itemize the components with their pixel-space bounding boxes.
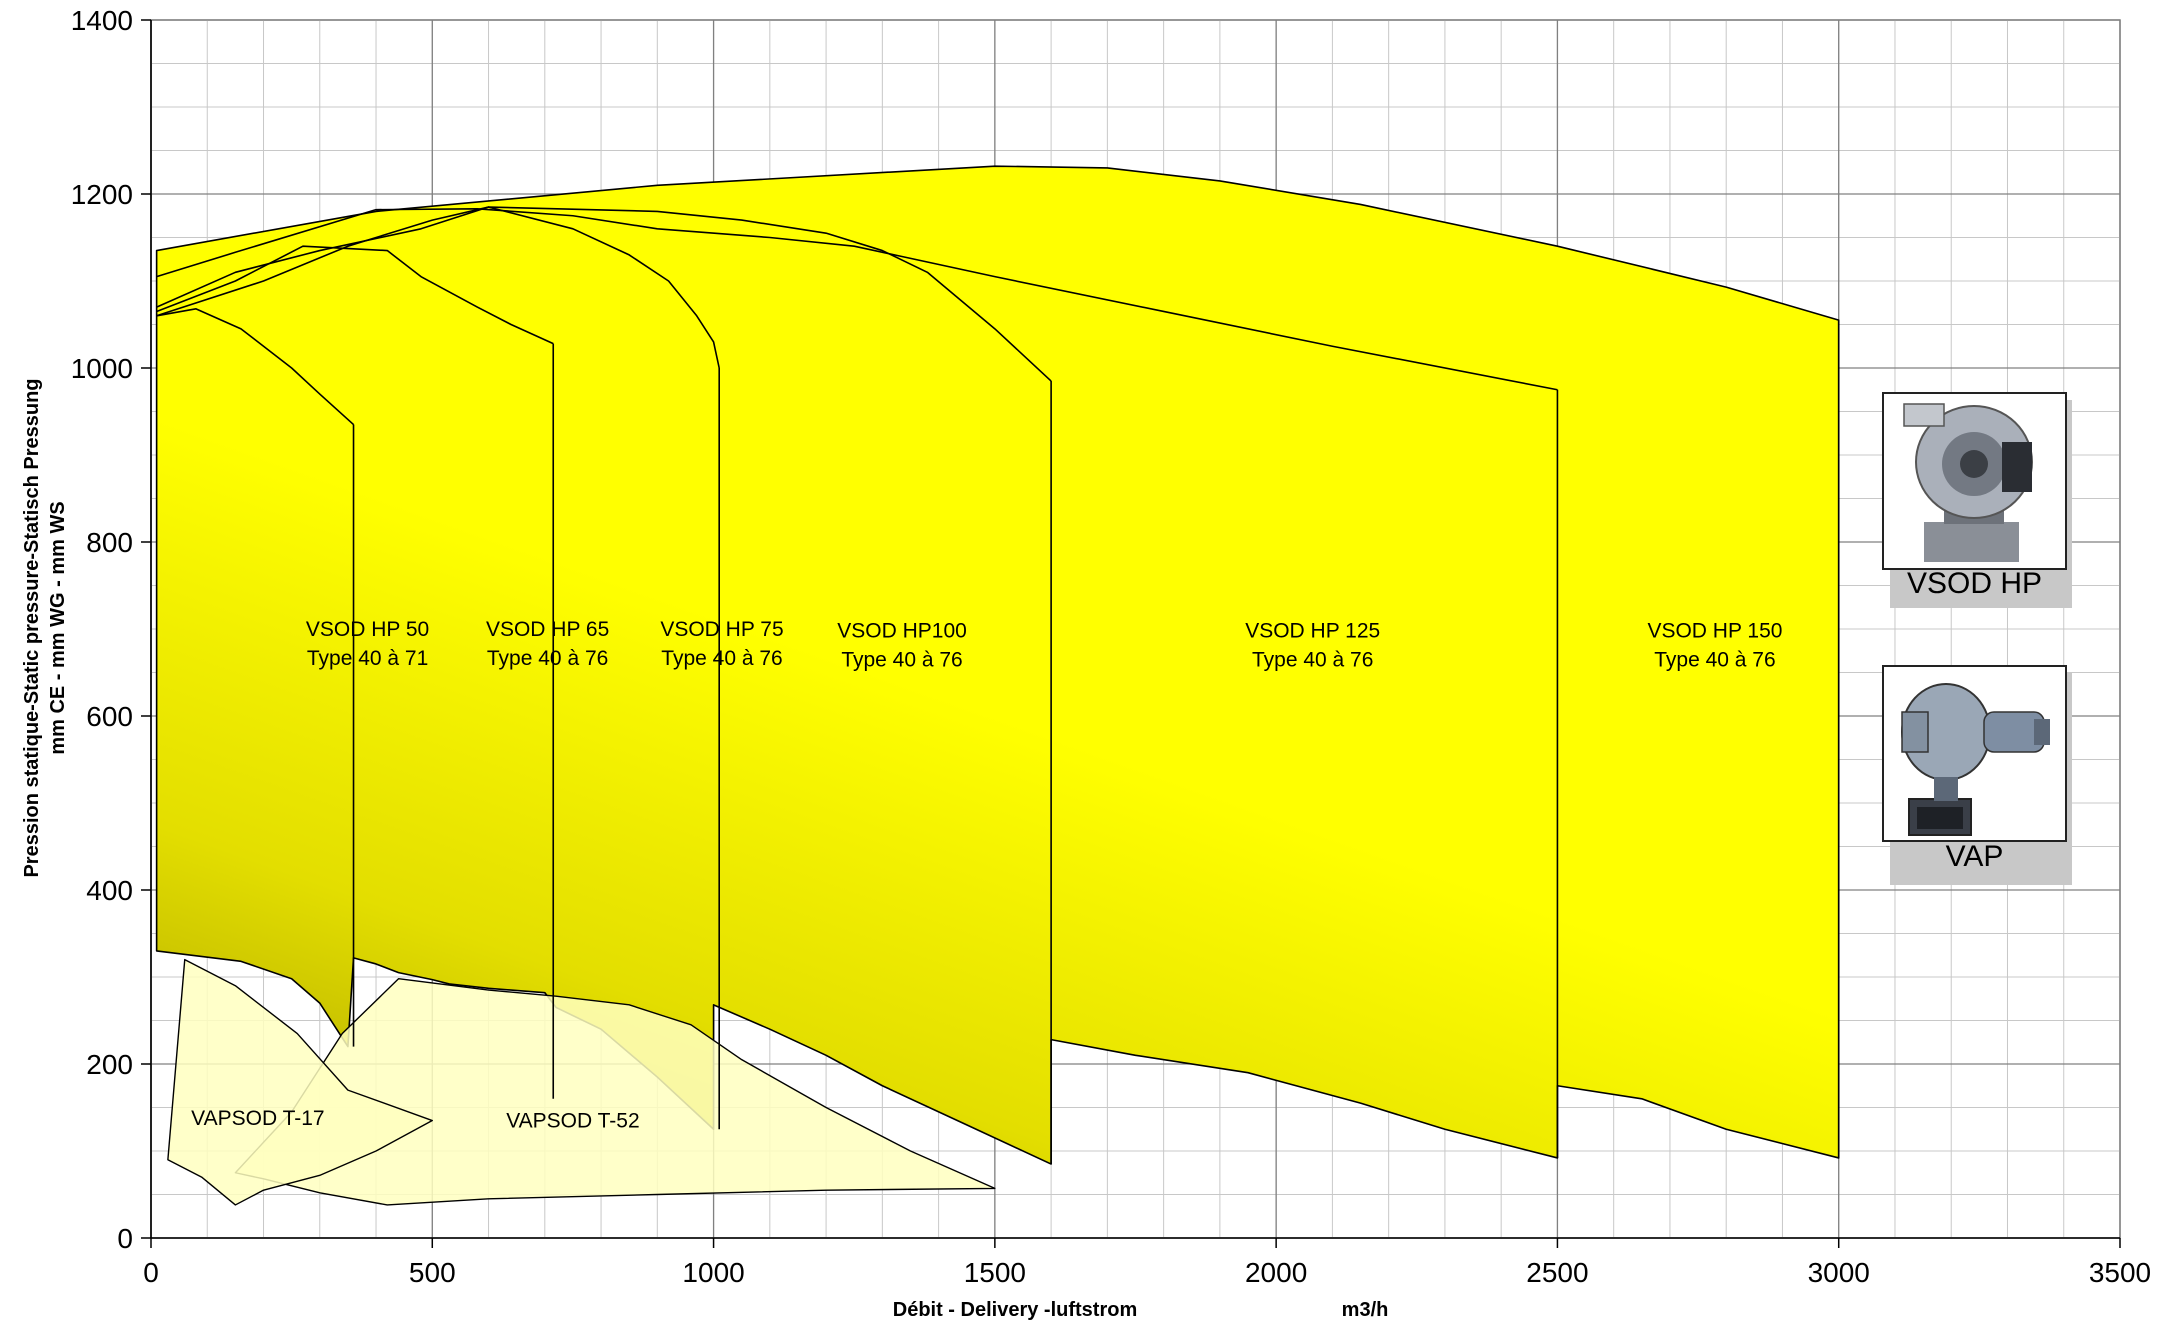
region-vsod-hp-envelope <box>155 165 1840 1165</box>
region-vapsod-t-17 <box>167 958 433 1206</box>
y-tick-label: 0 <box>117 1223 133 1254</box>
x-tick-label: 3000 <box>1808 1257 1870 1288</box>
fan-motor-photo-icon <box>1901 683 2050 836</box>
region-label-type: Type 40 à 76 <box>1252 649 1373 672</box>
region-label-type: Type 40 à 76 <box>661 647 782 670</box>
y-tick-label: 800 <box>86 527 133 558</box>
y-axis-label-line1: Pression statique-Static pressure-Statis… <box>21 378 43 877</box>
region-label-type: Type 40 à 71 <box>307 647 428 670</box>
region-vapsod-t-52 <box>234 978 996 1206</box>
x-tick-label: 3500 <box>2089 1257 2151 1288</box>
region-labels: VSOD HP 150 Type 40 à 76 VSOD HP 125 Type 4… <box>191 618 1782 1133</box>
x-tick-label: 1000 <box>682 1257 744 1288</box>
region-label-name: VSOD HP 50 <box>306 618 429 641</box>
region-label-name: VSOD HP 150 <box>1647 620 1782 643</box>
x-tick-label: 1500 <box>964 1257 1026 1288</box>
x-tick-label: 2500 <box>1526 1257 1588 1288</box>
centrifugal-fan-photo-icon <box>1903 403 2033 562</box>
boundary-vsod-hp-125 <box>156 207 1558 391</box>
axes: 0 500 1000 1500 2000 2500 3000 3500 0 200 400 600 80… <box>71 5 2151 1288</box>
y-tick-label: 600 <box>86 701 133 732</box>
region-label-name: VSOD HP 65 <box>486 618 609 641</box>
region-label-name: VSOD HP 125 <box>1245 620 1380 643</box>
region-label-name: VAPSOD T-52 <box>506 1110 639 1133</box>
y-tick-label: 1400 <box>71 5 133 36</box>
boundary-vsod-hp-65 <box>156 245 554 345</box>
y-tick-label: 1000 <box>71 353 133 384</box>
region-label-type: Type 40 à 76 <box>1654 649 1775 672</box>
region-label-type: Type 40 à 76 <box>487 647 608 670</box>
x-tick-label: 2000 <box>1245 1257 1307 1288</box>
y-tick-label: 400 <box>86 875 133 906</box>
regions <box>155 165 1840 1206</box>
x-axis-label: Débit - Delivery -luftstrom <box>893 1299 1137 1321</box>
vap-thumbnail <box>1882 665 2067 842</box>
x-tick-label: 500 <box>409 1257 456 1288</box>
boundary-vsod-hp100 <box>156 206 1052 382</box>
region-label-name: VSOD HP100 <box>837 620 967 643</box>
x-axis-unit: m3/h <box>1342 1299 1389 1321</box>
boundary-vsod-hp-50 <box>156 308 355 426</box>
region-label-name: VAPSOD T-17 <box>191 1107 324 1130</box>
region-label-type: Type 40 à 76 <box>841 649 962 672</box>
y-axis-label-line2: mm CE - mm WG - mm WS <box>47 501 69 754</box>
boundary-vsod-hp-75 <box>156 206 720 369</box>
vsod-hp-thumbnail <box>1882 392 2067 570</box>
y-tick-label: 1200 <box>71 179 133 210</box>
region-label-name: VSOD HP 75 <box>660 618 783 641</box>
x-tick-label: 0 <box>143 1257 159 1288</box>
vap-caption: VAP <box>1945 840 2004 873</box>
y-tick-label: 200 <box>86 1049 133 1080</box>
vsod-hp-caption: VSOD HP <box>1906 567 2043 600</box>
